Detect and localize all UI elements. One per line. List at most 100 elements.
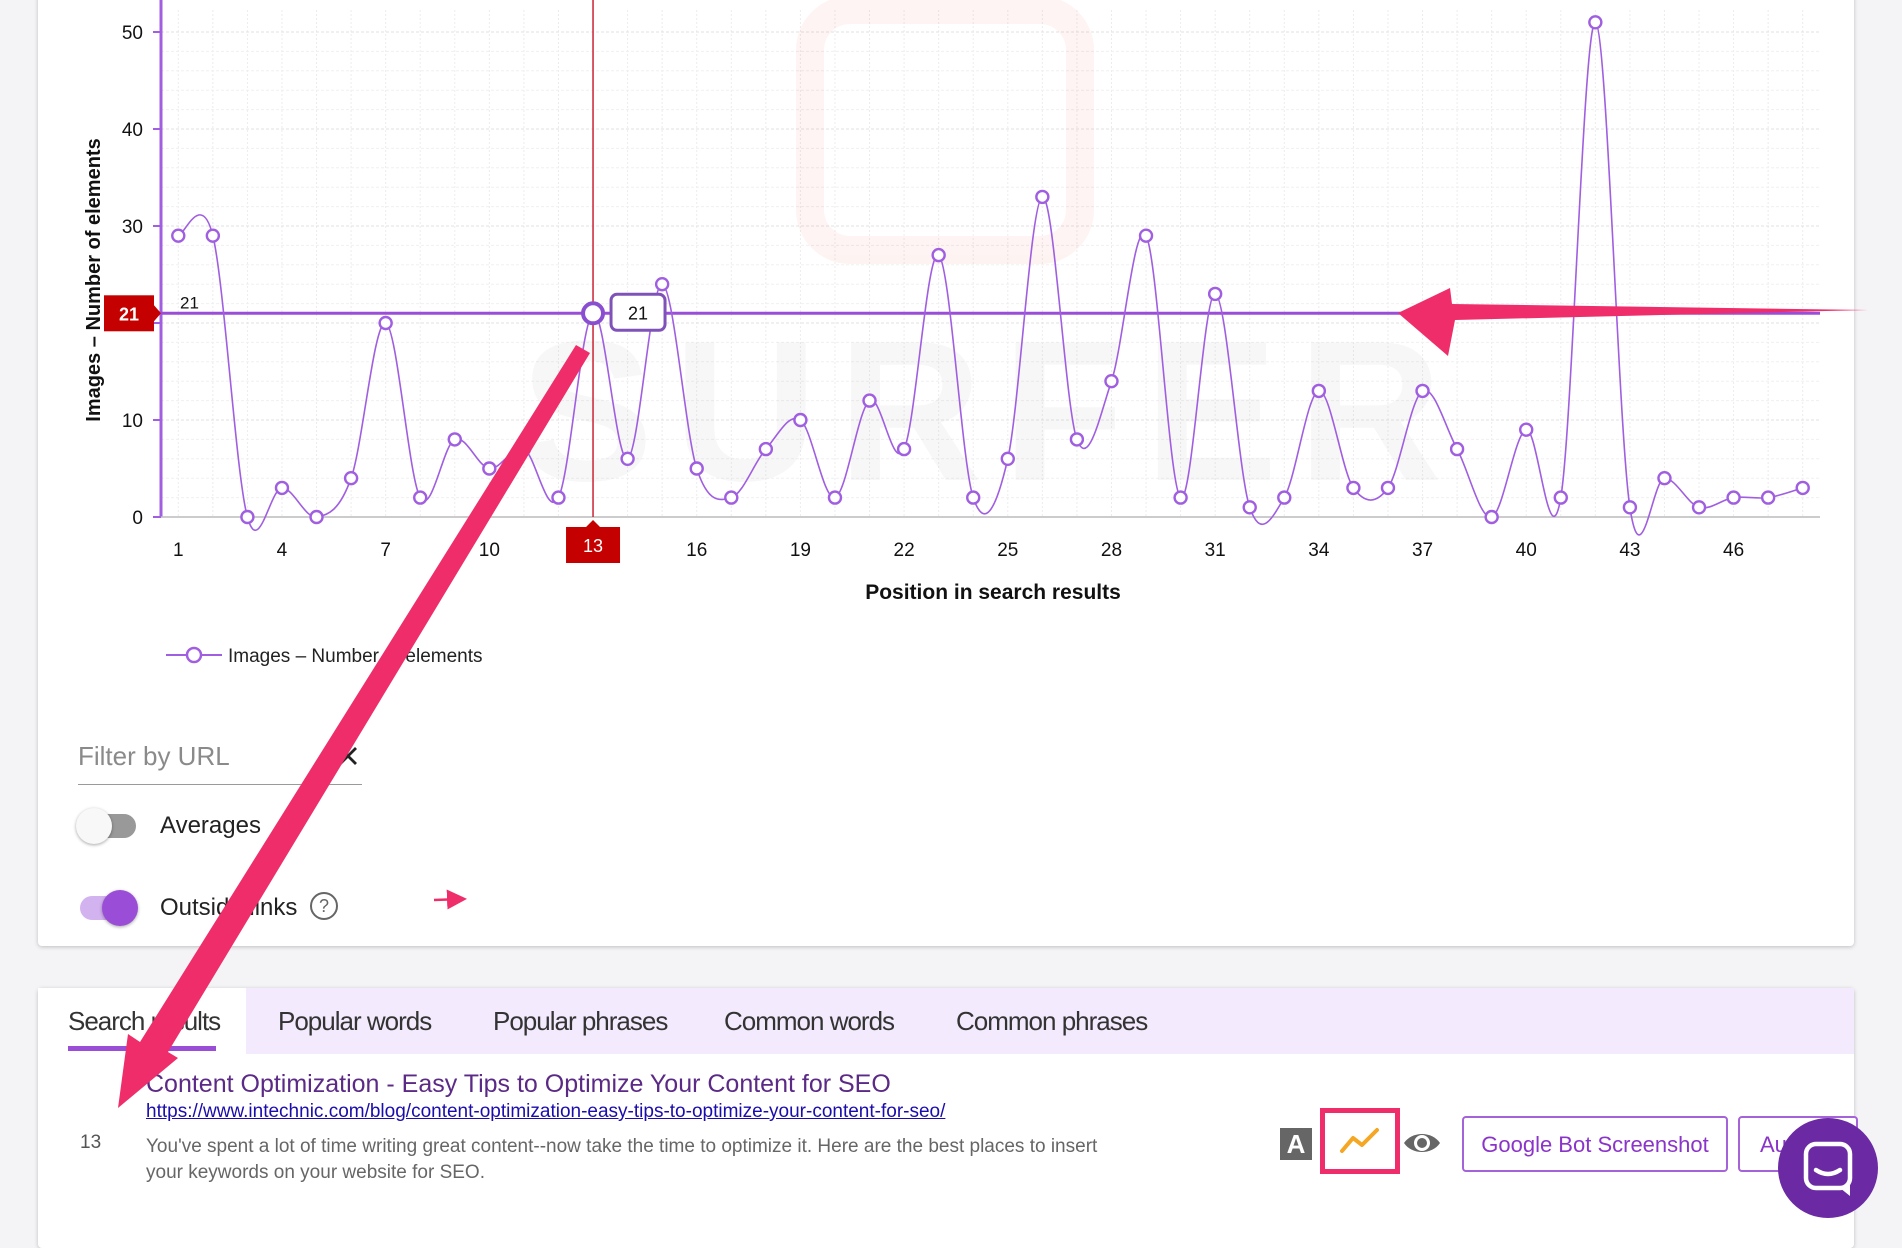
data-point xyxy=(620,451,635,466)
help-circle-icon[interactable]: ? xyxy=(310,892,338,920)
x-tick-label: 10 xyxy=(479,540,500,561)
data-point xyxy=(1657,471,1672,486)
data-point xyxy=(1553,490,1568,505)
x-tick-label: 7 xyxy=(380,540,391,561)
averages-label: Averages xyxy=(160,812,261,839)
x-crosshair-label: 13 xyxy=(583,536,603,556)
x-tick-label: 22 xyxy=(894,540,915,561)
active-tab-indicator xyxy=(68,1046,216,1051)
data-point xyxy=(1726,490,1741,505)
data-point xyxy=(378,315,393,331)
data-point xyxy=(1484,509,1499,525)
data-point xyxy=(1242,500,1257,515)
y-crosshair-pointer xyxy=(154,305,161,322)
eye-icon[interactable] xyxy=(1402,1128,1442,1158)
data-point xyxy=(689,461,704,476)
data-point xyxy=(309,509,324,525)
data-point xyxy=(896,441,912,457)
result-title[interactable]: Content Optimization - Easy Tips to Opti… xyxy=(146,1070,891,1098)
chat-icon xyxy=(1803,1141,1853,1196)
point-tooltip-label: 21 xyxy=(628,303,648,323)
x-tick-label: 40 xyxy=(1516,540,1537,561)
x-tick-label: 34 xyxy=(1308,540,1330,561)
point-tooltip-box xyxy=(609,292,667,332)
data-point xyxy=(551,490,566,505)
chart-legend[interactable]: Images – Number of elements xyxy=(166,646,483,667)
result-url[interactable]: https://www.intechnic.com/blog/content-o… xyxy=(146,1101,946,1122)
data-point xyxy=(931,247,946,263)
legend-label: Images – Number of elements xyxy=(228,646,483,667)
result-rank: 13 xyxy=(80,1132,102,1153)
data-point xyxy=(654,277,670,292)
tab-common-phrases[interactable]: Common phrases xyxy=(956,1006,1148,1036)
data-point xyxy=(1104,374,1119,389)
chart-toggle-button[interactable] xyxy=(1320,1108,1400,1174)
toggle-knob xyxy=(102,890,138,926)
filter-url-input[interactable] xyxy=(78,736,318,776)
averages-toggle[interactable] xyxy=(76,808,136,844)
data-point xyxy=(1138,228,1154,243)
data-point xyxy=(758,441,774,457)
outside-links-label: Outside links xyxy=(160,894,298,921)
data-point xyxy=(1449,441,1465,457)
y-tick-labels: 01020304050 xyxy=(122,23,161,529)
x-tick-label: 4 xyxy=(277,540,288,561)
data-point xyxy=(1207,286,1223,302)
y-tick-label: 30 xyxy=(122,217,143,238)
data-point xyxy=(1415,383,1430,399)
x-axis-label: Position in search results xyxy=(865,581,1121,604)
data-point xyxy=(413,490,428,505)
x-tick-label: 31 xyxy=(1205,540,1226,561)
tab-common-words[interactable]: Common words xyxy=(724,1006,895,1036)
data-point xyxy=(862,393,877,408)
y-tick-label: 0 xyxy=(132,508,143,529)
data-point xyxy=(1760,490,1776,505)
y-tick-label: 10 xyxy=(122,411,143,432)
close-icon[interactable] xyxy=(334,742,362,770)
result-description: You've spent a lot of time writing great… xyxy=(146,1136,1098,1183)
filter-by-url xyxy=(78,728,362,785)
line-chart-icon xyxy=(1340,1128,1379,1153)
toggle-knob xyxy=(76,808,112,844)
data-point xyxy=(827,490,843,505)
data-point xyxy=(1622,500,1638,515)
data-point xyxy=(447,432,462,447)
data-point xyxy=(1346,480,1361,496)
data-point xyxy=(274,480,290,496)
data-point xyxy=(1035,189,1050,205)
google-bot-screenshot-button[interactable]: Google Bot Screenshot xyxy=(1462,1116,1728,1172)
data-point xyxy=(966,490,981,505)
y-tick-label: 40 xyxy=(122,120,143,141)
data-point xyxy=(1519,422,1534,437)
data-point xyxy=(240,509,255,525)
data-point xyxy=(1173,490,1188,505)
y-axis-label: Images – Number of elements xyxy=(83,138,105,421)
x-tick-label: 25 xyxy=(997,540,1018,561)
data-point xyxy=(1000,451,1015,466)
crosshair-line-label: 21 xyxy=(180,293,199,312)
data-point xyxy=(1311,383,1327,399)
a-icon[interactable]: A xyxy=(1280,1128,1312,1160)
tab-popular-words[interactable]: Popular words xyxy=(278,1006,432,1036)
data-point xyxy=(1277,490,1292,505)
data-point xyxy=(1588,15,1603,30)
tab-search-results[interactable]: Search results xyxy=(38,988,246,1054)
chat-button[interactable] xyxy=(1778,1118,1878,1218)
data-point xyxy=(516,441,532,457)
x-tick-labels: 14710131619222528313437404346 xyxy=(173,540,1744,561)
data-point xyxy=(724,490,739,505)
data-point xyxy=(482,461,497,476)
data-point xyxy=(171,228,186,243)
svg-text:SURFER: SURFER xyxy=(520,300,1462,523)
data-point xyxy=(205,228,221,243)
x-tick-label: 37 xyxy=(1412,540,1433,561)
tab-popular-phrases[interactable]: Popular phrases xyxy=(493,1006,668,1036)
data-point xyxy=(793,412,808,428)
data-point xyxy=(581,301,606,326)
x-tick-label: 46 xyxy=(1723,540,1744,561)
x-tick-label: 1 xyxy=(173,540,184,561)
data-point xyxy=(1380,480,1396,496)
outside-links-toggle[interactable] xyxy=(80,890,138,926)
x-tick-label: 16 xyxy=(686,540,707,561)
x-tick-label: 43 xyxy=(1619,540,1640,561)
